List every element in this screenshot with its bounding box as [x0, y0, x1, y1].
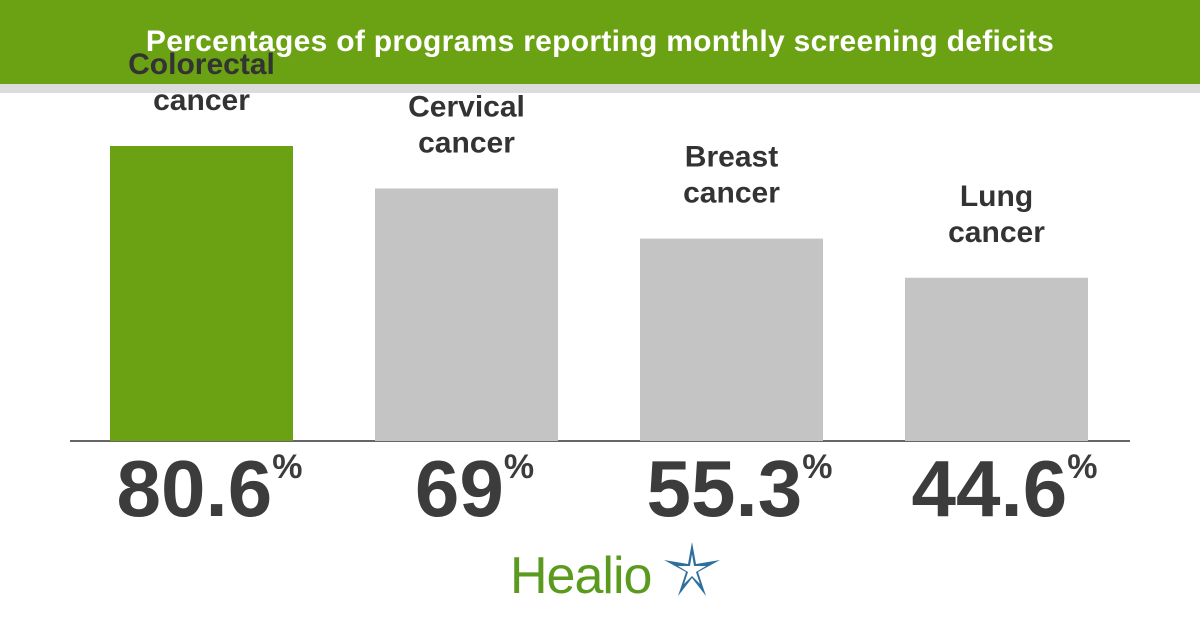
category-label-3-0: Lung	[960, 180, 1033, 213]
value-label-0: 80.6%	[117, 444, 303, 533]
bar-2	[640, 238, 823, 441]
category-label-1-0: Cervical	[408, 90, 525, 123]
bar-3	[905, 277, 1088, 441]
category-label-2-0: Breast	[685, 141, 778, 174]
category-label-2-1: cancer	[683, 177, 780, 210]
category-label-1-1: cancer	[418, 126, 515, 159]
healio-logo: Healio	[510, 540, 720, 610]
bar-0	[110, 146, 293, 441]
value-label-2: 55.3%	[647, 444, 833, 533]
bar-1	[375, 188, 558, 441]
chart-title: Percentages of programs reporting monthl…	[145, 25, 1055, 58]
category-label-3-1: cancer	[948, 216, 1045, 249]
title-bar: Percentages of programs reporting monthl…	[0, 0, 1200, 84]
logo-text: Healio	[510, 547, 652, 605]
category-label-0-1: cancer	[153, 84, 250, 117]
value-label-3: 44.6%	[912, 444, 1098, 533]
value-label-1: 69%	[415, 444, 534, 533]
title-shadow	[0, 84, 1200, 93]
category-label-0-0: Colorectal	[128, 48, 275, 81]
star-icon	[664, 542, 720, 596]
